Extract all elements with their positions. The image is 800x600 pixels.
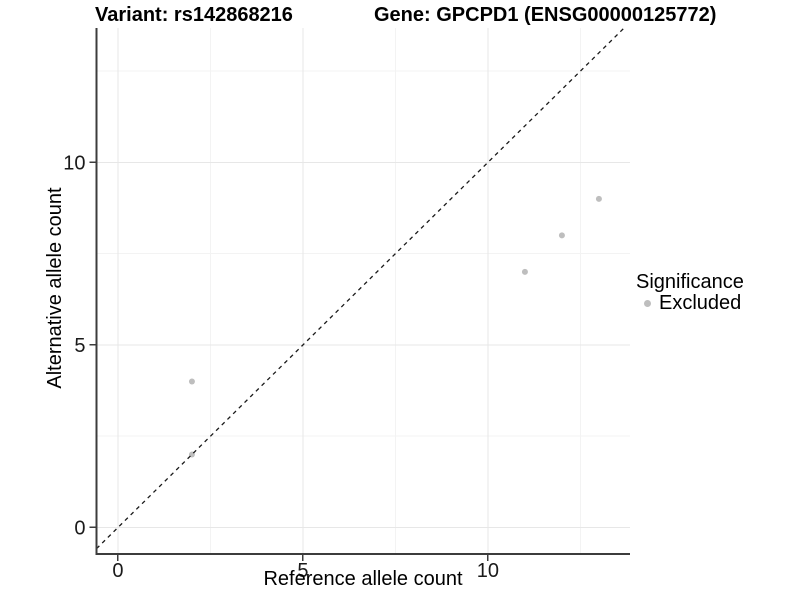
x-tick-label: 5 <box>297 560 308 582</box>
y-tick-label: 0 <box>74 517 85 539</box>
x-tick-label: 10 <box>477 560 499 582</box>
excluded-point-swatch <box>644 299 651 307</box>
legend-item-label: Excluded <box>659 292 742 314</box>
legend-title: Significance <box>636 271 744 293</box>
plot-title-variant: Variant: rs142868216 <box>95 4 293 26</box>
data-point <box>595 195 602 202</box>
legend: Significance Excluded <box>636 272 744 313</box>
plot-title-gene: Gene: GPCPD1 (ENSG00000125772) <box>374 4 717 26</box>
legend-item-excluded: Excluded <box>636 293 744 313</box>
data-point <box>558 232 565 239</box>
y-tick-label: 10 <box>63 152 85 174</box>
x-tick-label: 0 <box>112 560 123 582</box>
data-point <box>188 378 195 385</box>
x-axis-title: Reference allele count <box>263 568 463 590</box>
y-tick-label: 5 <box>74 335 85 357</box>
data-point <box>521 268 528 275</box>
y-axis-title: Alternative allele count <box>44 187 66 389</box>
identity-line <box>96 27 625 550</box>
